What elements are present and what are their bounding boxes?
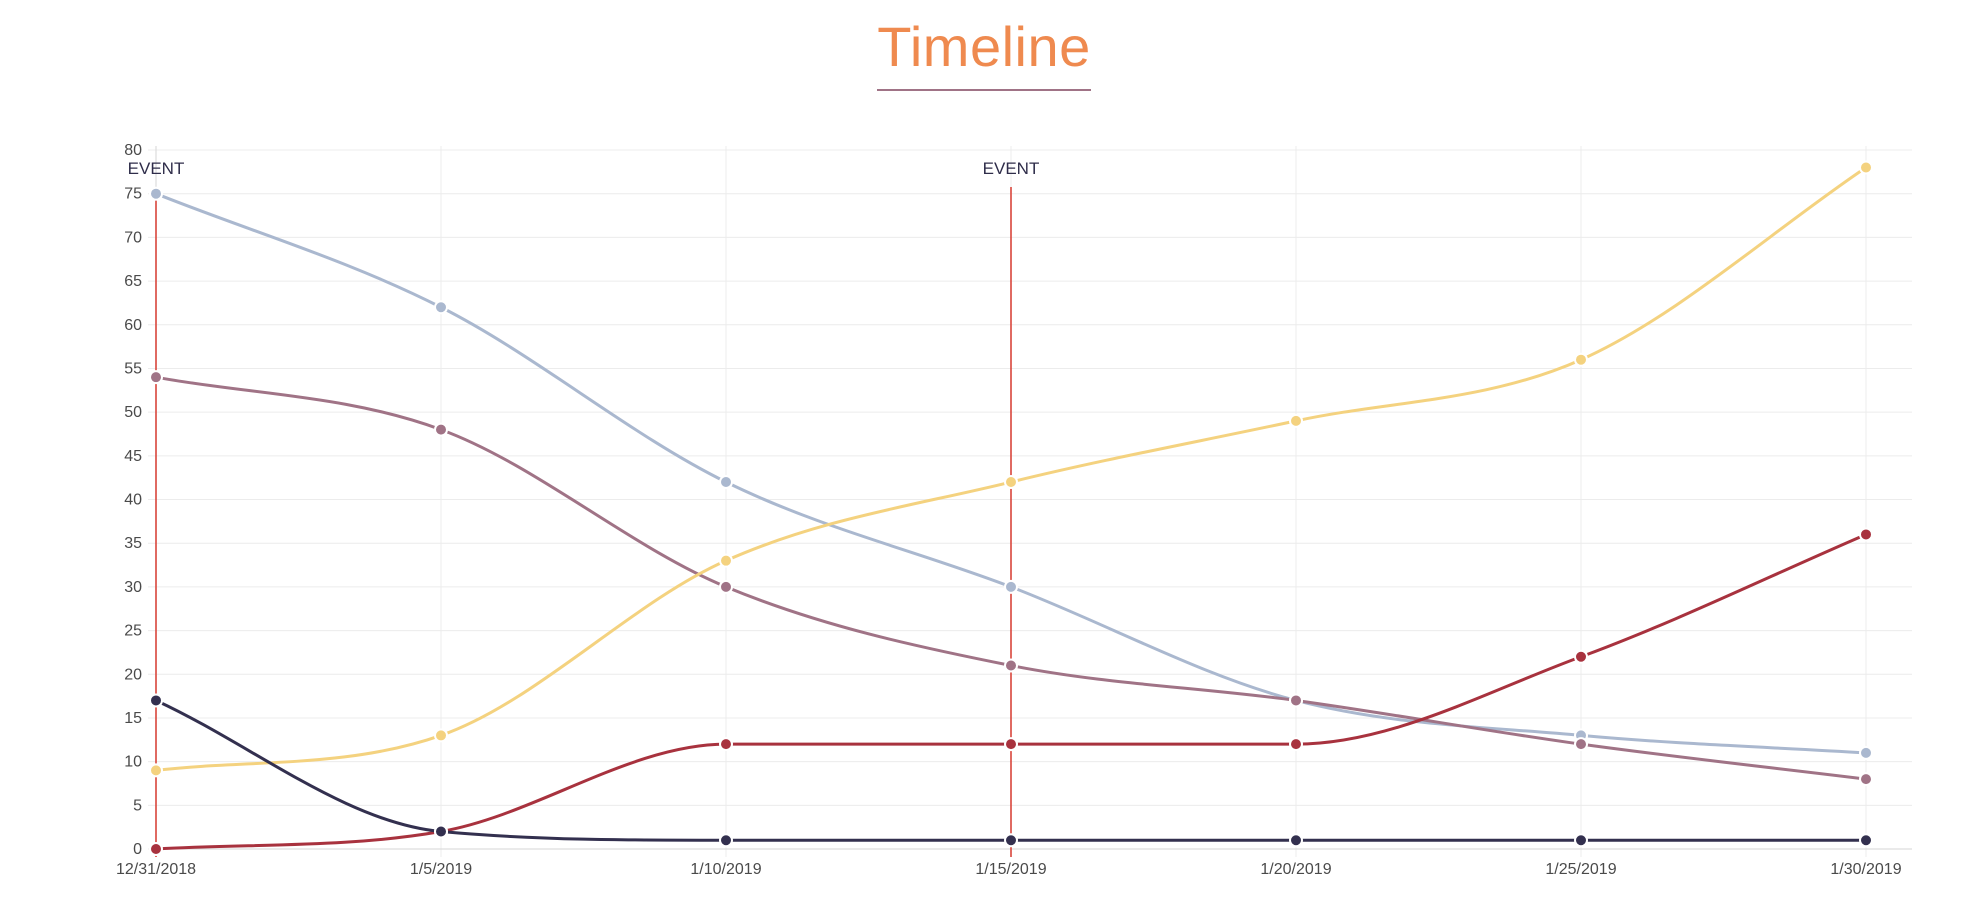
y-tick-label: 75 (124, 186, 142, 203)
data-point (1289, 737, 1303, 752)
y-tick-label: 60 (124, 317, 142, 334)
y-tick-label: 55 (124, 360, 142, 377)
axes: 0 5 10 15 20 25 30 35 40 45 50 55 60 65 70 75 80 12/31/20… (116, 142, 1912, 878)
y-tick-label: 70 (124, 229, 142, 246)
data-point (1004, 658, 1018, 673)
y-tick-label: 0 (133, 841, 142, 858)
y-tick-label: 35 (124, 535, 142, 552)
x-tick-label: 1/5/2019 (410, 861, 472, 878)
y-tick-label: 25 (124, 623, 142, 640)
grid-lines (148, 146, 1912, 857)
event-label: EVENT (128, 159, 185, 178)
data-point (1004, 737, 1018, 752)
data-point (434, 422, 448, 437)
data-point (1289, 693, 1303, 708)
data-point (149, 186, 163, 201)
event-label: EVENT (983, 159, 1040, 178)
x-tick-label: 1/30/2019 (1830, 861, 1901, 878)
data-point (434, 728, 448, 743)
y-tick-label: 5 (133, 797, 142, 814)
data-point (1859, 160, 1873, 175)
y-tick-label: 30 (124, 579, 142, 596)
y-tick-label: 65 (124, 273, 142, 290)
data-point (1004, 579, 1018, 594)
y-tick-label: 80 (124, 142, 142, 159)
data-point (1289, 833, 1303, 848)
data-point (1574, 352, 1588, 367)
data-point (1574, 833, 1588, 848)
data-point (719, 737, 733, 752)
y-tick-label: 40 (124, 492, 142, 509)
data-point (1859, 745, 1873, 760)
data-point (1574, 649, 1588, 664)
x-tick-label: 12/31/2018 (116, 861, 196, 878)
x-tick-label: 1/10/2019 (690, 861, 761, 878)
data-point (149, 842, 163, 856)
data-point (1289, 413, 1303, 428)
x-tick-label: 1/25/2019 (1545, 861, 1616, 878)
chart-title: Timeline (877, 14, 1091, 91)
data-point (149, 763, 163, 778)
data-point (149, 370, 163, 385)
x-tick-label: 1/15/2019 (975, 861, 1046, 878)
title-container: Timeline (0, 14, 1968, 91)
series-points (149, 160, 1873, 856)
data-point (719, 579, 733, 594)
data-point (1859, 772, 1873, 787)
y-tick-label: 15 (124, 710, 142, 727)
data-point (1574, 737, 1588, 752)
data-point (1859, 833, 1873, 848)
y-tick-label: 20 (124, 666, 142, 683)
data-point (719, 833, 733, 848)
y-tick-label: 10 (124, 754, 142, 771)
y-tick-label: 45 (124, 448, 142, 465)
data-point (1004, 833, 1018, 848)
data-point (1859, 527, 1873, 542)
data-point (719, 553, 733, 568)
x-tick-label: 1/20/2019 (1260, 861, 1331, 878)
data-point (149, 693, 163, 708)
y-tick-label: 50 (124, 404, 142, 421)
data-point (434, 824, 448, 839)
data-point (719, 475, 733, 490)
data-point (1004, 475, 1018, 490)
data-point (434, 300, 448, 315)
